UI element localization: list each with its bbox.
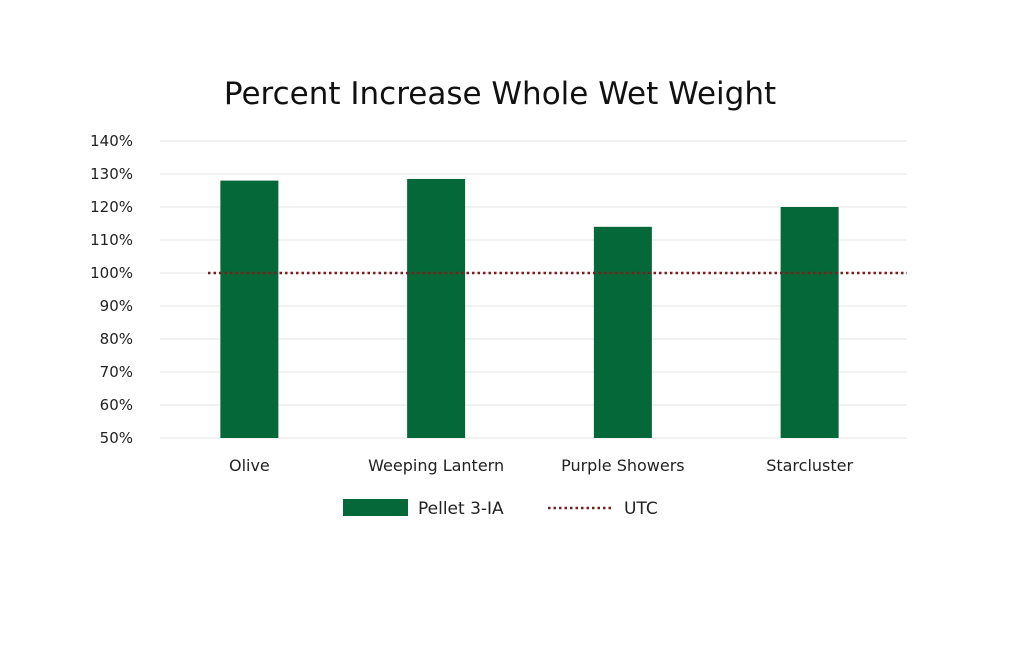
- y-tick-label: 60%: [100, 396, 133, 414]
- chart-title: Percent Increase Whole Wet Weight: [224, 76, 776, 112]
- bar-purple-showers: [593, 226, 652, 438]
- bar-olive: [220, 180, 279, 438]
- y-tick-label: 130%: [90, 165, 133, 183]
- y-tick-label: 120%: [90, 198, 133, 216]
- y-tick-label: 70%: [100, 363, 133, 381]
- y-tick-label: 90%: [100, 297, 133, 315]
- bars: [220, 178, 839, 438]
- bar-weeping-lantern: [407, 178, 466, 438]
- y-axis-ticks: 50% 60% 70% 80% 90% 100% 110% 120% 130% 140%: [90, 132, 133, 447]
- x-category-label: Olive: [229, 456, 270, 475]
- x-axis-labels: Olive Weeping Lantern Purple Showers Starcl…: [229, 456, 854, 475]
- y-tick-label: 80%: [100, 330, 133, 348]
- legend-label-utc: UTC: [624, 499, 658, 519]
- legend-swatch-pellet: [343, 499, 408, 516]
- legend-label-pellet: Pellet 3-IA: [418, 499, 504, 519]
- y-tick-label: 110%: [90, 231, 133, 249]
- y-tick-label: 50%: [100, 429, 133, 447]
- legend: Pellet 3-IA UTC: [343, 499, 658, 519]
- x-category-label: Purple Showers: [561, 456, 685, 475]
- x-category-label: Weeping Lantern: [368, 456, 504, 475]
- x-category-label: Starcluster: [766, 456, 853, 475]
- y-tick-label: 140%: [90, 132, 133, 150]
- bar-starcluster: [780, 207, 839, 438]
- y-tick-label: 100%: [90, 264, 133, 282]
